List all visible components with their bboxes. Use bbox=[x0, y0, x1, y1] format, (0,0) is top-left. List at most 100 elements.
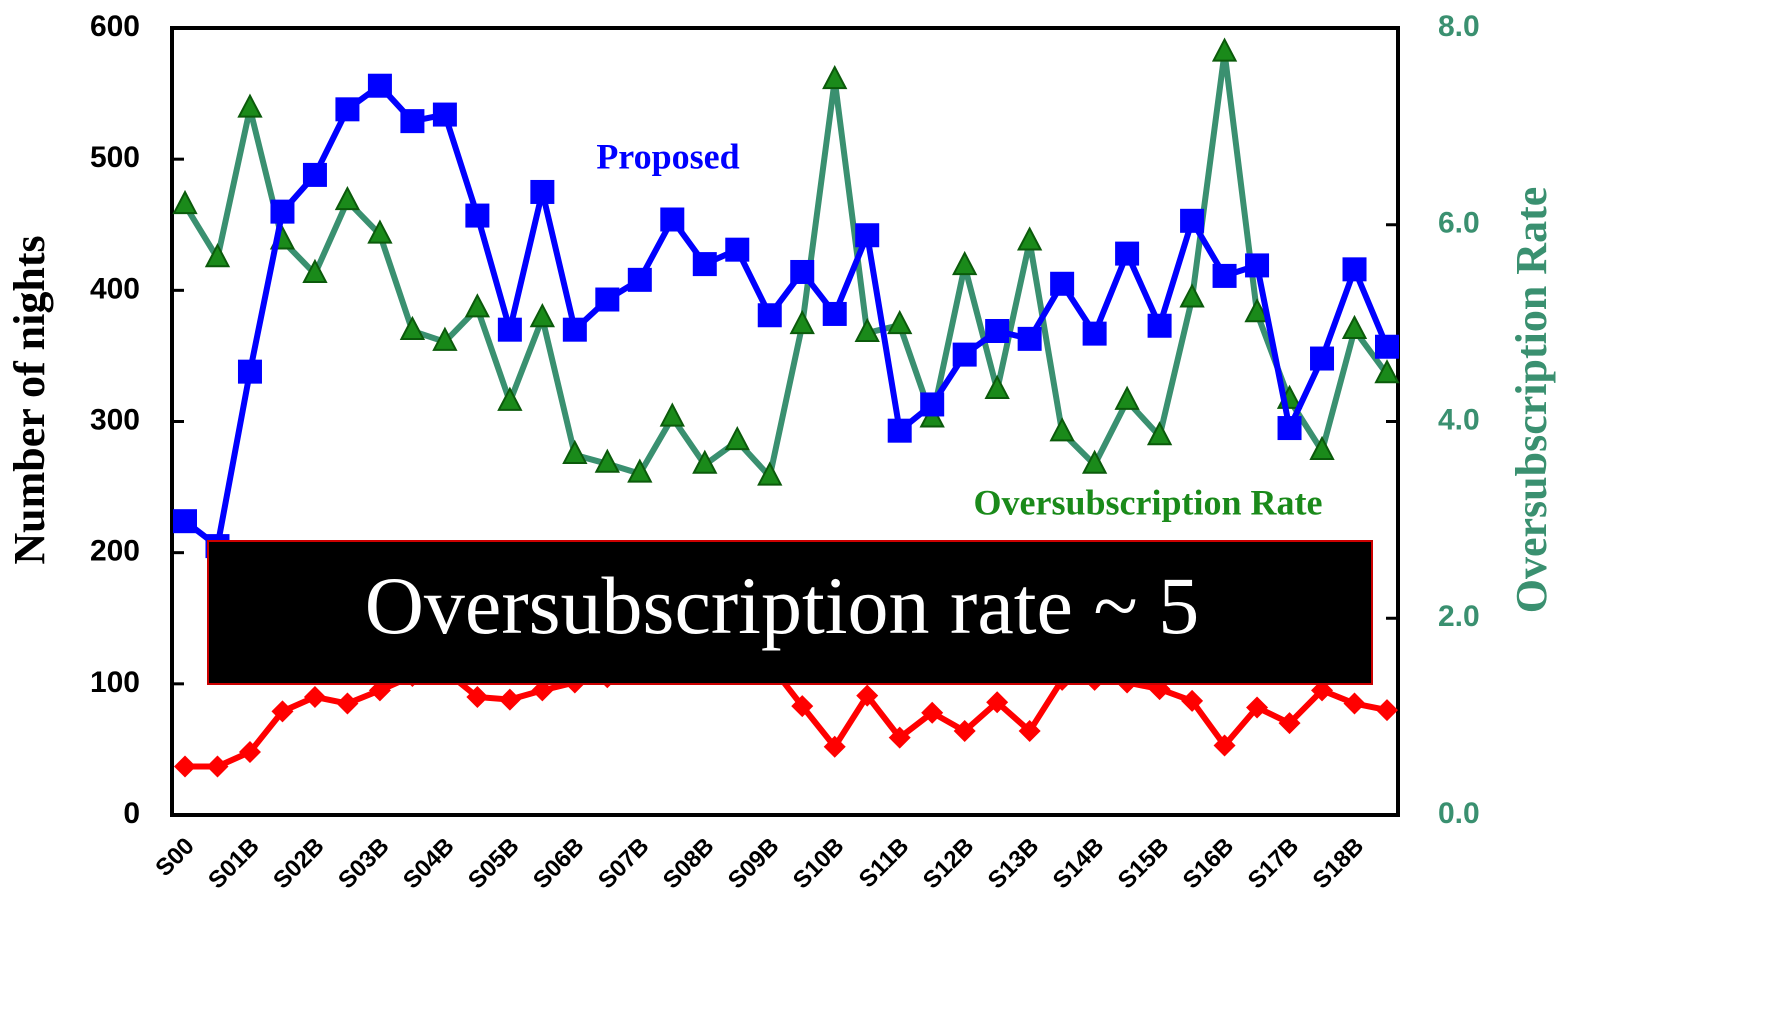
diamond-marker bbox=[888, 726, 911, 749]
triangle-marker bbox=[627, 458, 653, 483]
square-marker bbox=[302, 162, 327, 187]
square-marker bbox=[985, 318, 1010, 343]
triangle-marker bbox=[334, 185, 361, 211]
triangle-marker bbox=[302, 258, 328, 283]
square-marker bbox=[1342, 257, 1367, 282]
square-marker bbox=[367, 73, 392, 98]
triangle-marker bbox=[952, 250, 978, 276]
x-tick-label: S11B bbox=[854, 833, 915, 894]
diamond-marker bbox=[856, 684, 879, 707]
y-tick-label: 300 bbox=[90, 403, 140, 436]
x-tick-label: S03B bbox=[333, 833, 395, 895]
square-marker bbox=[1245, 253, 1270, 278]
triangle-marker bbox=[237, 93, 263, 118]
square-marker bbox=[1017, 326, 1042, 351]
square-marker bbox=[237, 359, 262, 384]
triangle-marker bbox=[1049, 417, 1075, 442]
x-tick-label: S15B bbox=[1113, 833, 1175, 895]
x-tick-label: S07B bbox=[593, 833, 655, 895]
x-tick-label: S08B bbox=[658, 833, 720, 895]
diamond-marker bbox=[336, 692, 359, 715]
x-tick-label: S00 bbox=[150, 833, 199, 882]
square-marker bbox=[595, 287, 620, 312]
x-tick-label: S04B bbox=[398, 833, 460, 895]
triangle-marker bbox=[724, 426, 750, 451]
triangle-marker bbox=[464, 293, 491, 318]
square-marker bbox=[790, 259, 815, 284]
square-marker bbox=[920, 392, 945, 417]
diamond-marker bbox=[1246, 696, 1269, 719]
series-line bbox=[183, 82, 1390, 550]
square-marker bbox=[660, 207, 685, 232]
annotation-box bbox=[207, 540, 1373, 685]
diamond-marker bbox=[791, 695, 814, 718]
square-marker bbox=[1082, 321, 1107, 346]
y-tick-label: 200 bbox=[90, 535, 140, 568]
x-tick-label: S02B bbox=[268, 833, 330, 895]
x-tick-label: S12B bbox=[918, 833, 980, 895]
square-marker bbox=[432, 102, 457, 127]
square-marker bbox=[1147, 313, 1172, 338]
diamond-marker bbox=[466, 685, 489, 708]
triangle-marker bbox=[529, 303, 556, 328]
triangle-marker bbox=[1081, 449, 1108, 474]
diamond-marker bbox=[1018, 720, 1041, 743]
diamond-marker bbox=[953, 720, 976, 743]
square-marker bbox=[497, 317, 522, 342]
square-marker bbox=[757, 303, 782, 328]
x-tick-label: S05B bbox=[463, 833, 525, 895]
y-axis-title: Number of nights bbox=[5, 235, 54, 564]
triangle-marker bbox=[1374, 359, 1400, 384]
diamond-marker bbox=[1343, 692, 1366, 715]
diamond-marker bbox=[238, 741, 261, 764]
triangle-marker bbox=[172, 189, 198, 215]
y-tick-label: 100 bbox=[90, 666, 140, 699]
square-marker bbox=[173, 509, 197, 534]
annotation-text: Oversubscription rate ~ 5 bbox=[365, 560, 1200, 651]
square-marker bbox=[530, 179, 555, 204]
triangle-marker bbox=[562, 439, 588, 464]
series-label: Proposed bbox=[596, 136, 739, 176]
diamond-marker bbox=[823, 735, 846, 758]
triangle-marker bbox=[497, 386, 523, 411]
diamond-marker bbox=[271, 700, 294, 723]
diamond-marker bbox=[986, 691, 1009, 714]
y2-axis-title: Oversubscription Rate bbox=[1507, 187, 1556, 614]
square-marker bbox=[270, 199, 295, 224]
triangle-marker bbox=[1146, 421, 1173, 446]
triangle-marker bbox=[1341, 314, 1368, 340]
square-marker bbox=[1212, 263, 1237, 288]
series-line bbox=[182, 49, 1390, 480]
square-marker bbox=[1050, 271, 1075, 296]
triangle-marker bbox=[822, 64, 848, 90]
triangle-marker bbox=[984, 374, 1010, 400]
triangle-marker bbox=[887, 309, 913, 335]
triangle-marker bbox=[594, 448, 620, 473]
y2-tick-label: 0.0 bbox=[1438, 797, 1480, 830]
triangle-marker bbox=[1211, 37, 1238, 62]
triangle-marker bbox=[1179, 283, 1205, 308]
triangle-marker bbox=[367, 219, 393, 244]
y2-tick-label: 2.0 bbox=[1438, 600, 1480, 633]
triangle-marker bbox=[1244, 298, 1270, 323]
square-marker bbox=[952, 342, 977, 367]
diamond-marker bbox=[498, 688, 521, 711]
series-label: Oversubscription Rate bbox=[974, 482, 1323, 522]
y-tick-label: 500 bbox=[90, 141, 140, 174]
triangle-marker bbox=[1114, 385, 1140, 410]
square-marker bbox=[725, 237, 750, 262]
triangle-marker bbox=[1309, 435, 1335, 461]
x-tick-label: S18B bbox=[1308, 833, 1370, 895]
diamond-marker bbox=[303, 685, 326, 708]
square-marker bbox=[627, 267, 652, 292]
square-marker bbox=[562, 317, 587, 342]
triangle-marker bbox=[692, 449, 718, 474]
y2-tick-label: 6.0 bbox=[1438, 207, 1480, 240]
square-marker bbox=[1277, 416, 1302, 441]
diamond-marker bbox=[1278, 712, 1301, 735]
triangle-marker bbox=[399, 315, 426, 340]
diamond-marker bbox=[174, 755, 196, 778]
triangle-marker bbox=[757, 461, 783, 486]
square-marker bbox=[692, 252, 717, 277]
